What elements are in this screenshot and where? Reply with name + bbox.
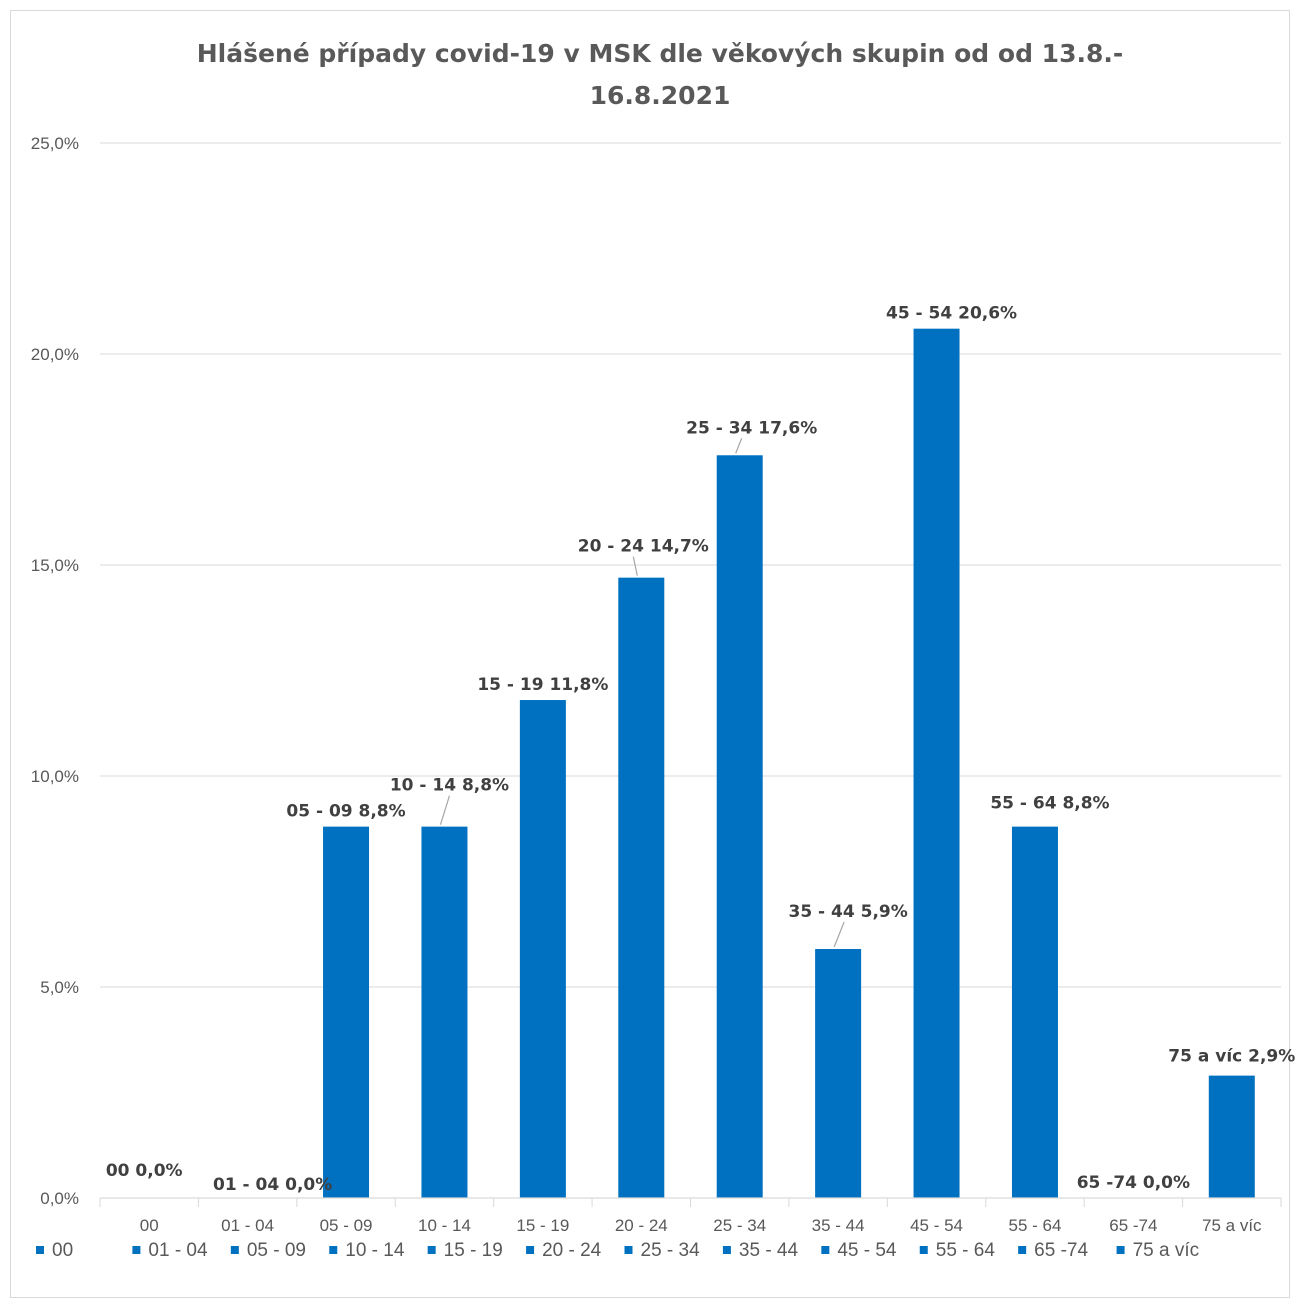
legend: 00 01 - 04 05 - 09 10 - 14 15 - 19 20 - 24 25 … xyxy=(36,1240,1199,1261)
y-tick-label: 15,0% xyxy=(31,556,79,575)
x-tick-label: 65 -74 xyxy=(1109,1216,1157,1235)
x-tick-label: 01 - 04 xyxy=(221,1216,274,1235)
x-tick-label: 75 a víc xyxy=(1202,1216,1262,1235)
x-axis xyxy=(99,1197,1282,1207)
legend-swatch xyxy=(1116,1246,1125,1254)
data-label: 05 - 09 8,8% xyxy=(286,802,405,822)
label-leader-line xyxy=(439,795,451,825)
x-tick-label: 20 - 24 xyxy=(615,1216,668,1235)
legend-swatch xyxy=(132,1246,141,1254)
legend-swatch xyxy=(427,1246,436,1254)
data-label: 45 - 54 20,6% xyxy=(886,304,1017,324)
legend-swatch xyxy=(624,1246,633,1254)
data-label: 25 - 34 17,6% xyxy=(686,418,817,438)
legend-entry: 00 xyxy=(52,1240,73,1261)
y-tick-label: 25,0% xyxy=(31,134,79,153)
data-label: 00 0,0% xyxy=(106,1161,183,1181)
y-tick-label: 20,0% xyxy=(31,345,79,364)
legend-entry: 25 - 34 xyxy=(641,1240,701,1261)
x-tick-label: 35 - 44 xyxy=(812,1216,865,1235)
chart-title-line-1: Hlášené případy covid-19 v MSK dle věkov… xyxy=(197,39,1124,68)
x-axis-ticks: 00 01 - 04 05 - 09 10 - 14 15 - 19 20 - 24 25 … xyxy=(140,1216,1262,1235)
bar xyxy=(618,577,665,1198)
legend-entry: 20 - 24 xyxy=(542,1240,602,1261)
y-tick-label: 5,0% xyxy=(40,978,79,997)
data-label: 01 - 04 0,0% xyxy=(213,1175,332,1195)
legend-swatch xyxy=(230,1246,239,1254)
bar xyxy=(421,826,468,1198)
legend-swatch xyxy=(919,1246,928,1254)
bar xyxy=(913,328,960,1198)
legend-swatch xyxy=(329,1246,338,1254)
legend-entry: 45 - 54 xyxy=(837,1240,897,1261)
x-tick-label: 05 - 09 xyxy=(320,1216,373,1235)
data-label: 15 - 19 11,8% xyxy=(477,675,608,695)
data-label: 75 a víc 2,9% xyxy=(1168,1047,1295,1067)
legend-entry: 15 - 19 xyxy=(444,1240,503,1261)
legend-swatch xyxy=(821,1246,830,1254)
legend-entry: 10 - 14 xyxy=(345,1240,405,1261)
label-leader-line xyxy=(735,438,743,454)
data-label: 35 - 44 5,9% xyxy=(788,902,907,922)
legend-entry: 55 - 64 xyxy=(936,1240,996,1261)
data-label: 10 - 14 8,8% xyxy=(390,776,509,796)
legend-entry: 05 - 09 xyxy=(247,1240,306,1261)
legend-entry: 01 - 04 xyxy=(148,1240,208,1261)
bar xyxy=(815,949,862,1198)
bar xyxy=(716,455,763,1198)
bar xyxy=(1208,1075,1255,1198)
x-tick-label: 10 - 14 xyxy=(418,1216,471,1235)
legend-entry: 65 -74 xyxy=(1034,1240,1088,1261)
x-tick-label: 00 xyxy=(140,1216,159,1235)
legend-swatch xyxy=(36,1246,44,1254)
legend-swatch xyxy=(1018,1246,1027,1254)
x-tick-label: 45 - 54 xyxy=(910,1216,963,1235)
label-leader-line xyxy=(833,921,845,948)
data-label: 20 - 24 14,7% xyxy=(578,537,709,557)
x-tick-label: 25 - 34 xyxy=(713,1216,766,1235)
data-label: 55 - 64 8,8% xyxy=(990,794,1109,814)
legend-entry: 35 - 44 xyxy=(739,1240,799,1261)
data-label: 65 -74 0,0% xyxy=(1077,1173,1190,1193)
x-tick-label: 55 - 64 xyxy=(1008,1216,1061,1235)
bar xyxy=(323,826,370,1198)
legend-swatch xyxy=(526,1246,535,1254)
legend-entry: 75 a víc xyxy=(1133,1240,1200,1261)
y-tick-label: 0,0% xyxy=(40,1189,79,1208)
x-tick-label: 15 - 19 xyxy=(516,1216,569,1235)
label-leader-line xyxy=(632,556,638,576)
chart-frame xyxy=(10,10,1290,1298)
legend-swatch xyxy=(722,1246,731,1254)
y-tick-label: 10,0% xyxy=(31,767,79,786)
bar xyxy=(519,700,566,1198)
chart-title-line-2: 16.8.2021 xyxy=(590,81,731,110)
y-axis-ticks: 0,0% 5,0% 10,0% 15,0% 20,0% 25,0% xyxy=(31,134,79,1208)
data-labels: 00 0,0% 01 - 04 0,0% 05 - 09 8,8% 10 - 14 8… xyxy=(106,304,1295,1195)
bar xyxy=(1011,826,1058,1198)
gridlines xyxy=(100,142,1281,988)
bars xyxy=(323,328,1255,1198)
